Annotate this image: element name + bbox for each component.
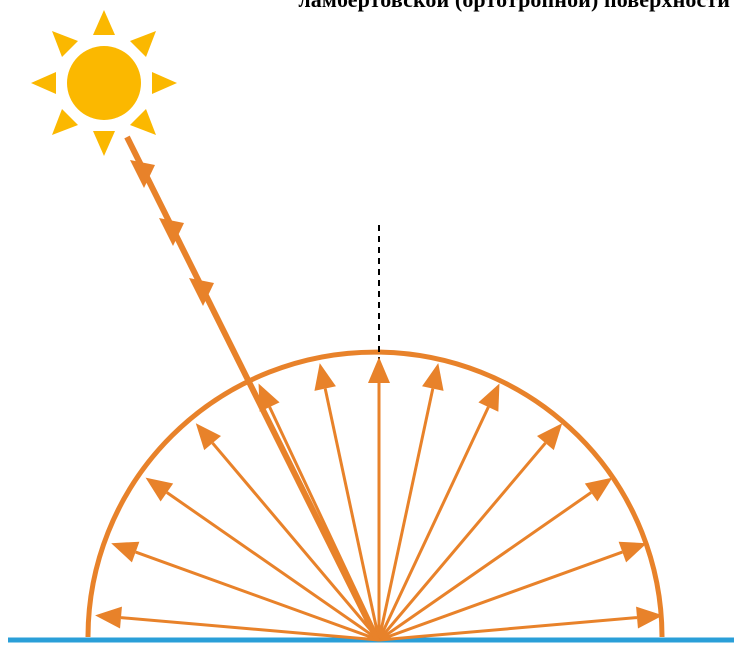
reflected-ray-arrowhead-10	[195, 423, 221, 451]
reflected-ray-arrowhead-8	[314, 363, 336, 391]
reflected-ray-2	[378, 550, 623, 642]
reflected-ray-5	[377, 406, 490, 641]
reflected-ray-6	[377, 388, 435, 641]
reflected-ray-arrowhead-7	[368, 357, 390, 383]
reflected-ray-arrowhead-3	[584, 477, 613, 502]
reflected-ray-arrowhead-4	[537, 423, 563, 451]
reflected-ray-arrowhead-5	[478, 383, 500, 412]
sun-icon	[31, 10, 177, 156]
reflected-ray-arrowhead-6	[422, 363, 444, 391]
reflected-ray-arrowhead-11	[145, 477, 174, 502]
reflected-ray-arrowhead-2	[618, 541, 647, 563]
reflected-ray-1	[378, 616, 638, 642]
reflected-ray-arrowhead-9	[258, 383, 280, 412]
reflected-ray-10	[211, 442, 381, 641]
reflected-ray-arrowhead-1	[636, 606, 663, 629]
reflected-ray-arrowhead-12	[111, 541, 140, 563]
reflected-ray-13	[120, 616, 380, 642]
reflected-ray-8	[323, 388, 381, 641]
incident-ray-arrow-3	[189, 278, 214, 306]
incident-ray	[124, 135, 379, 639]
reflected-ray-4	[377, 442, 547, 641]
reflected-ray-11	[166, 491, 380, 642]
reflected-ray-arrowhead-13	[95, 606, 122, 629]
hemisphere-indicatrix	[85, 349, 665, 638]
reflected-ray-12	[135, 550, 380, 642]
incident-ray-arrow-2	[159, 218, 184, 246]
reflected-ray-3	[378, 491, 592, 642]
incident-ray-arrow-1	[130, 160, 155, 188]
diagram-caption: ламбертовской (ортотропной) поверхности	[0, 0, 734, 13]
reflected-rays	[95, 357, 663, 642]
